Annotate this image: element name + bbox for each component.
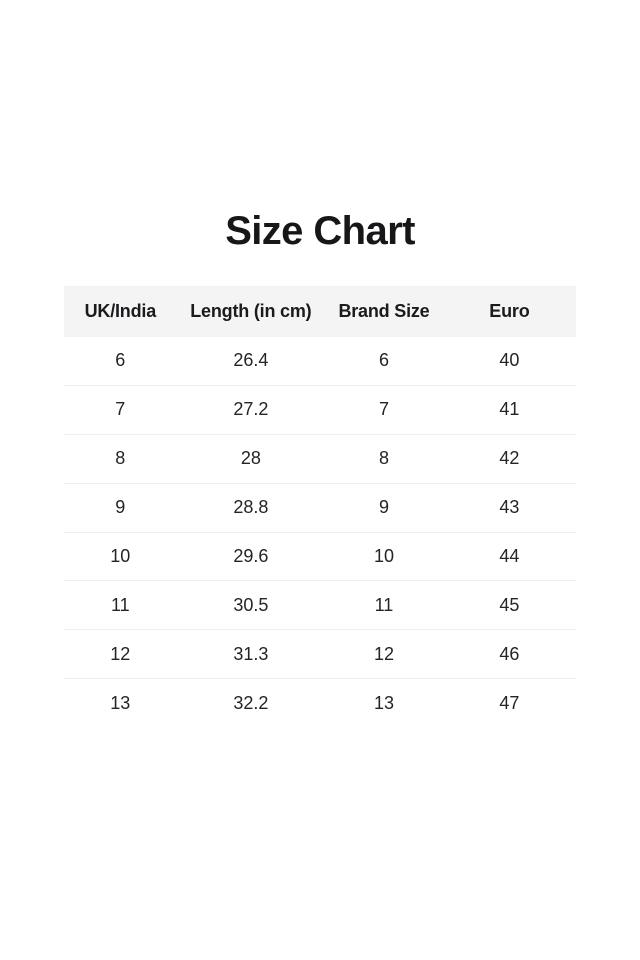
table-cell: 28.8 xyxy=(233,497,269,518)
table-cell: 32.2 xyxy=(233,693,269,714)
table-cell: 8 xyxy=(378,448,389,469)
table-cell: 29.6 xyxy=(233,546,269,566)
size-chart-table: UK/India Length (in cm) Brand Size Euro … xyxy=(64,286,576,728)
column-header-euro: Euro xyxy=(489,301,530,321)
table-cell: 12 xyxy=(110,643,131,664)
table-cell: 45 xyxy=(499,594,520,615)
table-cell: 9 xyxy=(115,497,126,518)
table-cell: 41 xyxy=(499,399,520,420)
table-cell: 7 xyxy=(115,399,126,420)
table-cell: 13 xyxy=(373,693,394,714)
table-cell: 44 xyxy=(499,546,520,566)
table-cell: 6 xyxy=(115,350,126,371)
table-cell: 30.5 xyxy=(233,594,269,615)
table-cell: 10 xyxy=(373,546,394,566)
table-cell: 11 xyxy=(374,594,394,615)
table-body: 6 26.4 6 40 7 27.2 7 41 8 28 8 42 9 28.8 9 43 10 29.6 10 44… xyxy=(64,337,576,728)
table-cell: 40 xyxy=(499,350,520,371)
table-row: 11 30.5 11 45 xyxy=(64,581,576,631)
table-row: 9 28.8 9 43 xyxy=(64,484,576,533)
table-cell: 12 xyxy=(373,643,394,664)
table-cell: 8 xyxy=(115,448,126,469)
table-row: 13 32.2 13 47 xyxy=(64,679,576,728)
table-cell: 31.3 xyxy=(233,643,269,664)
table-cell: 28 xyxy=(240,448,261,469)
table-cell: 9 xyxy=(378,497,389,518)
table-row: 10 29.6 10 44 xyxy=(64,533,576,582)
table-cell: 46 xyxy=(499,643,520,664)
column-header-uk-india: UK/India xyxy=(84,301,157,321)
column-header-length-cm: Length (in cm) xyxy=(190,301,312,321)
table-cell: 43 xyxy=(499,497,520,518)
table-cell: 11 xyxy=(110,594,130,615)
table-row: 6 26.4 6 40 xyxy=(64,337,576,386)
table-cell: 6 xyxy=(378,350,389,371)
page-title: Size Chart xyxy=(225,209,415,253)
table-cell: 7 xyxy=(378,399,389,420)
column-header-brand-size: Brand Size xyxy=(338,301,430,321)
table-cell: 42 xyxy=(499,448,520,469)
table-row: 7 27.2 7 41 xyxy=(64,386,576,435)
table-cell: 26.4 xyxy=(233,350,269,371)
table-cell: 47 xyxy=(499,693,520,714)
table-cell: 13 xyxy=(110,693,131,714)
table-header-row: UK/India Length (in cm) Brand Size Euro xyxy=(64,286,576,337)
table-cell: 10 xyxy=(110,546,131,566)
table-cell: 27.2 xyxy=(233,399,269,420)
table-row: 8 28 8 42 xyxy=(64,435,576,484)
table-row: 12 31.3 12 46 xyxy=(64,630,576,680)
